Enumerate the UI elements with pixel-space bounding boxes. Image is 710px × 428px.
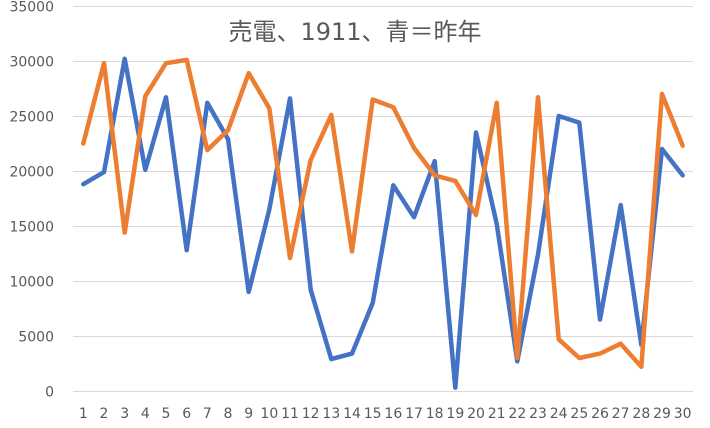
y-tick-label: 10000 [9, 275, 54, 291]
y-tick-label: 15000 [9, 220, 54, 236]
y-tick-label: 20000 [9, 165, 54, 181]
y-tick-label: 25000 [9, 110, 54, 126]
series-line-1 [83, 59, 682, 388]
x-tick-label: 19 [446, 406, 464, 422]
x-tick-label: 30 [674, 406, 692, 422]
series-line-2 [83, 60, 682, 367]
x-tick-label: 17 [405, 406, 423, 422]
series-lines [83, 59, 682, 388]
x-tick-label: 28 [632, 406, 650, 422]
y-tick-label: 30000 [9, 55, 54, 71]
x-tick-label: 18 [426, 406, 444, 422]
x-tick-label: 16 [384, 406, 402, 422]
x-tick-label: 4 [141, 406, 150, 422]
x-tick-label: 13 [322, 406, 340, 422]
x-tick-label: 7 [203, 406, 212, 422]
x-tick-label: 24 [550, 406, 568, 422]
x-tick-label: 3 [120, 406, 129, 422]
x-tick-label: 11 [281, 406, 299, 422]
x-tick-label: 15 [364, 406, 382, 422]
y-tick-label: 0 [45, 385, 54, 401]
chart-title: 売電、1911、青＝昨年 [0, 12, 710, 47]
x-tick-label: 2 [100, 406, 109, 422]
x-tick-label: 8 [224, 406, 233, 422]
x-tick-label: 21 [488, 406, 506, 422]
x-tick-label: 6 [182, 406, 191, 422]
x-tick-label: 26 [591, 406, 609, 422]
x-tick-label: 1 [79, 406, 88, 422]
x-tick-label: 20 [467, 406, 485, 422]
x-tick-label: 23 [529, 406, 547, 422]
x-tick-label: 14 [343, 406, 361, 422]
x-tick-label: 12 [302, 406, 320, 422]
x-tick-label: 9 [244, 406, 253, 422]
y-tick-label: 5000 [18, 330, 54, 346]
x-tick-label: 29 [653, 406, 671, 422]
x-tick-label: 25 [570, 406, 588, 422]
x-tick-label: 5 [162, 406, 171, 422]
x-tick-label: 10 [260, 406, 278, 422]
x-tick-label: 22 [508, 406, 526, 422]
x-tick-label: 27 [612, 406, 630, 422]
